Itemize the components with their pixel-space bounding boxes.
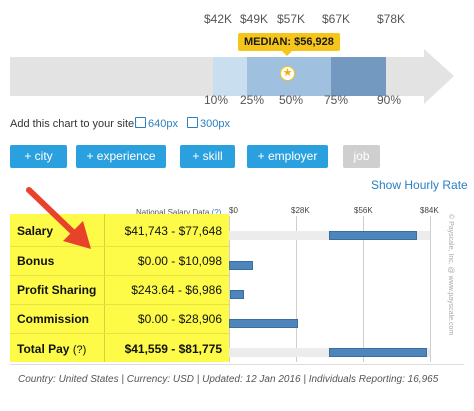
pct-top-label-49k: $49K xyxy=(240,12,269,26)
column-divider xyxy=(104,214,105,362)
median-marker: ★ xyxy=(280,66,295,81)
bar-profit-sharing xyxy=(230,290,244,299)
job-button[interactable]: job xyxy=(343,145,380,168)
embed-300-link[interactable]: 300px xyxy=(187,117,230,130)
total-pay-help[interactable]: (?) xyxy=(72,344,87,356)
row-label-bonus: Bonus xyxy=(17,254,55,268)
add-chart-label: Add this chart to your site: xyxy=(10,118,138,130)
pct-bottom-label-90: 90% xyxy=(377,93,402,107)
gridline xyxy=(363,216,364,362)
row-label-salary: Salary xyxy=(17,224,54,238)
row-label-commission: Commission xyxy=(17,312,90,326)
red-arrow-icon xyxy=(26,187,91,249)
axis-tick-56k: $56K xyxy=(354,206,373,215)
row-divider xyxy=(10,275,229,276)
row-value-profit-sharing: $243.64 - $6,986 xyxy=(131,283,222,297)
national-salary-label: National Salary Data xyxy=(136,208,210,217)
arrow-head-icon xyxy=(424,49,454,104)
axis-tick-0: $0 xyxy=(229,206,238,215)
pct-top-label-67k: $67K xyxy=(322,12,351,26)
embed-640-label: 640px xyxy=(148,118,178,130)
add-experience-button[interactable]: + experience xyxy=(76,145,166,168)
percentile-band-75-90 xyxy=(331,57,386,96)
row-divider xyxy=(10,246,229,247)
row-value-total-pay: $41,559 - $81,775 xyxy=(124,342,222,356)
pct-bottom-label-50: 50% xyxy=(279,93,304,107)
pct-top-label-57k: $57K xyxy=(277,12,306,26)
gridline xyxy=(229,216,230,362)
bar-salary xyxy=(329,231,417,240)
highlight-box xyxy=(10,214,229,362)
row-value-bonus: $0.00 - $10,098 xyxy=(137,254,222,268)
row-divider xyxy=(10,304,229,305)
median-tag: MEDIAN: $56,928 xyxy=(238,33,340,56)
percentile-track xyxy=(10,57,424,96)
header-help-link[interactable]: (?) xyxy=(211,208,222,217)
bar-commission xyxy=(229,319,298,328)
footer-divider xyxy=(10,364,464,365)
footer-info: Country: United States | Currency: USD |… xyxy=(18,374,439,385)
pct-bottom-label-25: 25% xyxy=(240,93,265,107)
row-label-profit-sharing: Profit Sharing xyxy=(17,283,97,297)
add-city-button[interactable]: + city xyxy=(10,145,67,168)
row-label-total-pay: Total Pay (?) xyxy=(17,342,86,356)
embed-icon xyxy=(187,117,198,128)
embed-300-label: 300px xyxy=(200,118,230,130)
embed-640-link[interactable]: 640px xyxy=(135,117,178,130)
bar-bonus xyxy=(229,261,253,270)
total-pay-label: Total Pay xyxy=(17,342,70,356)
pct-bottom-label-75: 75% xyxy=(324,93,349,107)
pct-bottom-label-10: 10% xyxy=(204,93,229,107)
axis-tick-28k: $28K xyxy=(291,206,310,215)
gridline xyxy=(296,216,297,362)
row-value-salary: $41,743 - $77,648 xyxy=(124,224,222,238)
embed-icon xyxy=(135,117,146,128)
row-value-commission: $0.00 - $28,906 xyxy=(137,312,222,326)
percentile-band-10-25 xyxy=(213,57,247,96)
add-employer-button[interactable]: + employer xyxy=(247,145,328,168)
payscale-watermark: © Payscale, Inc. @ www.payscale.com xyxy=(447,214,454,336)
pct-top-label-42k: $42K xyxy=(204,12,233,26)
national-salary-header: National Salary Data (?) xyxy=(136,208,221,217)
add-skill-button[interactable]: + skill xyxy=(180,145,235,168)
star-icon: ★ xyxy=(280,66,295,81)
row-divider xyxy=(10,333,229,334)
pct-top-label-78k: $78K xyxy=(377,12,406,26)
bar-total-pay xyxy=(329,348,427,357)
axis-tick-84k: $84K xyxy=(420,206,439,215)
show-hourly-rate-link[interactable]: Show Hourly Rate xyxy=(371,178,468,192)
gridline xyxy=(430,216,431,362)
